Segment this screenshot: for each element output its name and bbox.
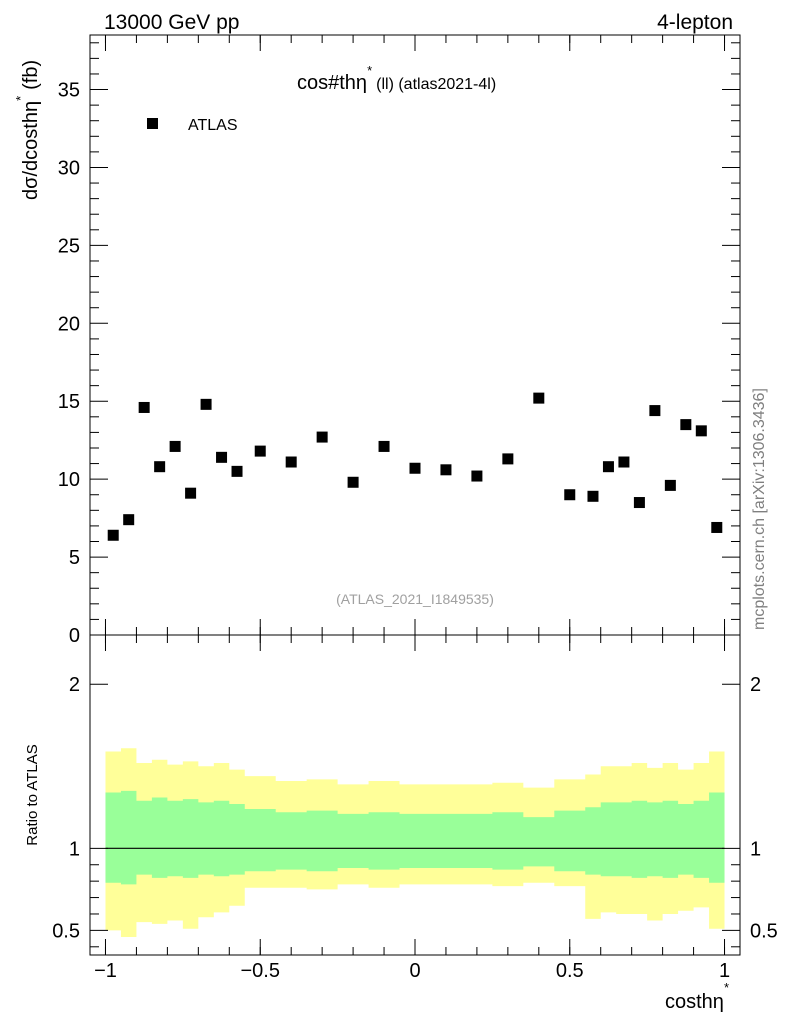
data-point bbox=[231, 465, 243, 477]
upper-y-tick-label: 20 bbox=[58, 313, 80, 335]
x-axis-label-main: costhη bbox=[665, 991, 724, 1013]
upper-y-tick-label: 5 bbox=[69, 547, 80, 569]
data-point bbox=[347, 476, 359, 488]
legend-label: ATLAS bbox=[188, 117, 238, 134]
data-point bbox=[618, 456, 630, 468]
lower-y-tick-label: 1 bbox=[69, 838, 80, 860]
upper-y-label-unit: (fb) bbox=[20, 60, 42, 90]
upper-y-tick-label: 35 bbox=[58, 80, 80, 102]
data-point bbox=[680, 419, 692, 431]
data-point bbox=[138, 401, 150, 413]
data-point bbox=[440, 464, 452, 476]
lower-y-tick-label: 0.5 bbox=[52, 920, 80, 942]
watermark: mcplots.cern.ch [arXiv:1306.3436] bbox=[751, 388, 768, 630]
data-point bbox=[254, 445, 266, 457]
upper-title-rest: (ll) (atlas2021-4l) bbox=[376, 76, 496, 93]
data-point bbox=[502, 453, 514, 465]
lower-y-tick-label: 2 bbox=[69, 674, 80, 696]
data-point bbox=[633, 497, 645, 509]
data-point bbox=[564, 489, 576, 501]
upper-title-main: cos#thη bbox=[297, 72, 367, 94]
upper-title: cos#thη* (ll) (atlas2021-4l) bbox=[297, 63, 496, 94]
upper-y-tick-label: 30 bbox=[58, 157, 80, 179]
x-axis-label: costhη* bbox=[665, 980, 729, 1013]
data-point bbox=[409, 462, 421, 474]
upper-y-tick-label: 15 bbox=[58, 391, 80, 413]
data-point bbox=[378, 440, 390, 452]
x-axis-label-sup: * bbox=[724, 980, 729, 995]
upper-y-tick-label: 0 bbox=[69, 625, 80, 647]
upper-title-sup: * bbox=[367, 63, 372, 78]
inner-uncertainty-band bbox=[105, 790, 725, 885]
data-point bbox=[664, 479, 676, 491]
x-tick-label: 0 bbox=[409, 960, 420, 982]
upper-y-label: dσ/dcosthη* (fb) bbox=[13, 60, 42, 200]
x-tick-label: 1 bbox=[719, 960, 730, 982]
process-label: 4-lepton bbox=[657, 11, 733, 34]
data-point bbox=[695, 425, 707, 437]
data-point bbox=[533, 392, 545, 404]
data-point bbox=[649, 405, 661, 417]
ratio-bands bbox=[105, 748, 725, 937]
data-point bbox=[316, 431, 328, 443]
data-point bbox=[154, 461, 166, 473]
upper-y-tick-label: 25 bbox=[58, 235, 80, 257]
energy-label: 13000 GeV pp bbox=[104, 11, 239, 34]
upper-y-tick-label: 10 bbox=[58, 469, 80, 491]
upper-y-label-sup: * bbox=[13, 96, 28, 101]
data-point bbox=[471, 470, 483, 482]
x-tick-label: −0.5 bbox=[240, 960, 279, 982]
data-point bbox=[107, 529, 119, 541]
data-point bbox=[216, 451, 228, 463]
data-point bbox=[123, 514, 135, 526]
data-points bbox=[107, 392, 723, 541]
lower-y-tick-label-right: 0.5 bbox=[750, 920, 778, 942]
data-point bbox=[285, 456, 297, 468]
data-point bbox=[587, 490, 599, 502]
x-tick-label: 0.5 bbox=[556, 960, 584, 982]
lower-y-tick-label-right: 2 bbox=[750, 674, 761, 696]
data-point bbox=[602, 461, 614, 473]
lower-y-tick-label-right: 1 bbox=[750, 838, 761, 860]
data-point bbox=[185, 487, 197, 499]
x-tick-label: −1 bbox=[94, 960, 117, 982]
data-point bbox=[169, 440, 181, 452]
lower-y-label: Ratio to ATLAS bbox=[24, 744, 41, 845]
data-point bbox=[200, 398, 212, 410]
legend-marker bbox=[147, 118, 158, 129]
upper-y-label-main: dσ/dcosthη bbox=[20, 101, 42, 200]
data-point bbox=[711, 521, 723, 533]
analysis-id: (ATLAS_2021_I1849535) bbox=[336, 591, 494, 607]
